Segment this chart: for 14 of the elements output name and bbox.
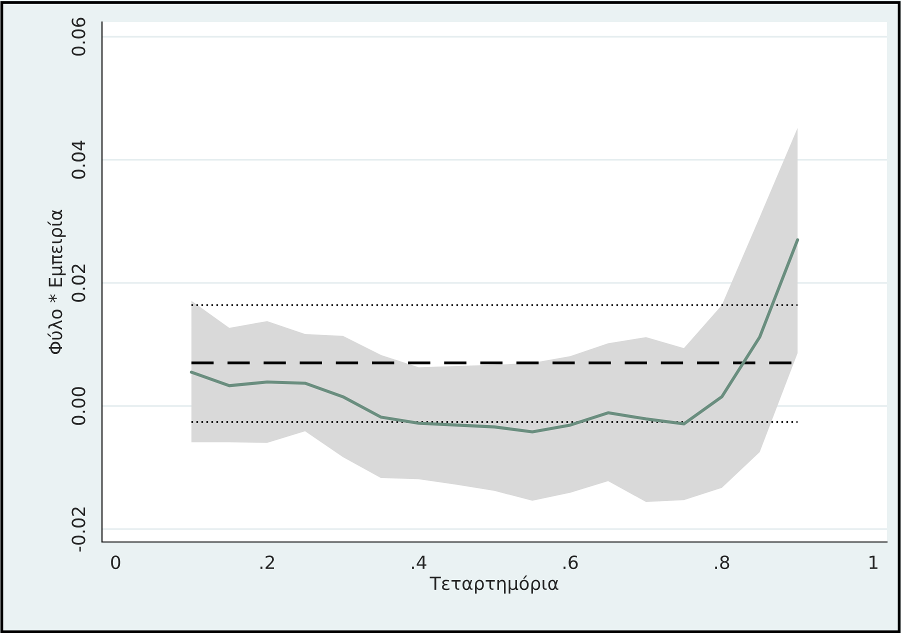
x-tick-label: .4 <box>412 556 426 569</box>
y-tick-label: 0.06 <box>72 18 86 56</box>
y-tick-label: -0.02 <box>72 508 86 552</box>
x-tick-label: .2 <box>260 556 274 569</box>
y-axis-title: Φύλο * Εμπειρία <box>48 210 66 354</box>
x-tick-label: .8 <box>715 556 730 570</box>
line-series <box>190 238 800 434</box>
x-tick-label: .6 <box>564 556 578 570</box>
x-axis-title: Τεταρτημόρια <box>430 575 558 594</box>
y-tick-label: 0.02 <box>72 264 86 302</box>
x-tick-label: 0 <box>111 556 120 570</box>
y-tick-label: 0.04 <box>72 140 86 179</box>
x-tick-label: 1 <box>870 556 878 569</box>
y-tick-label: 0.00 <box>72 387 86 425</box>
